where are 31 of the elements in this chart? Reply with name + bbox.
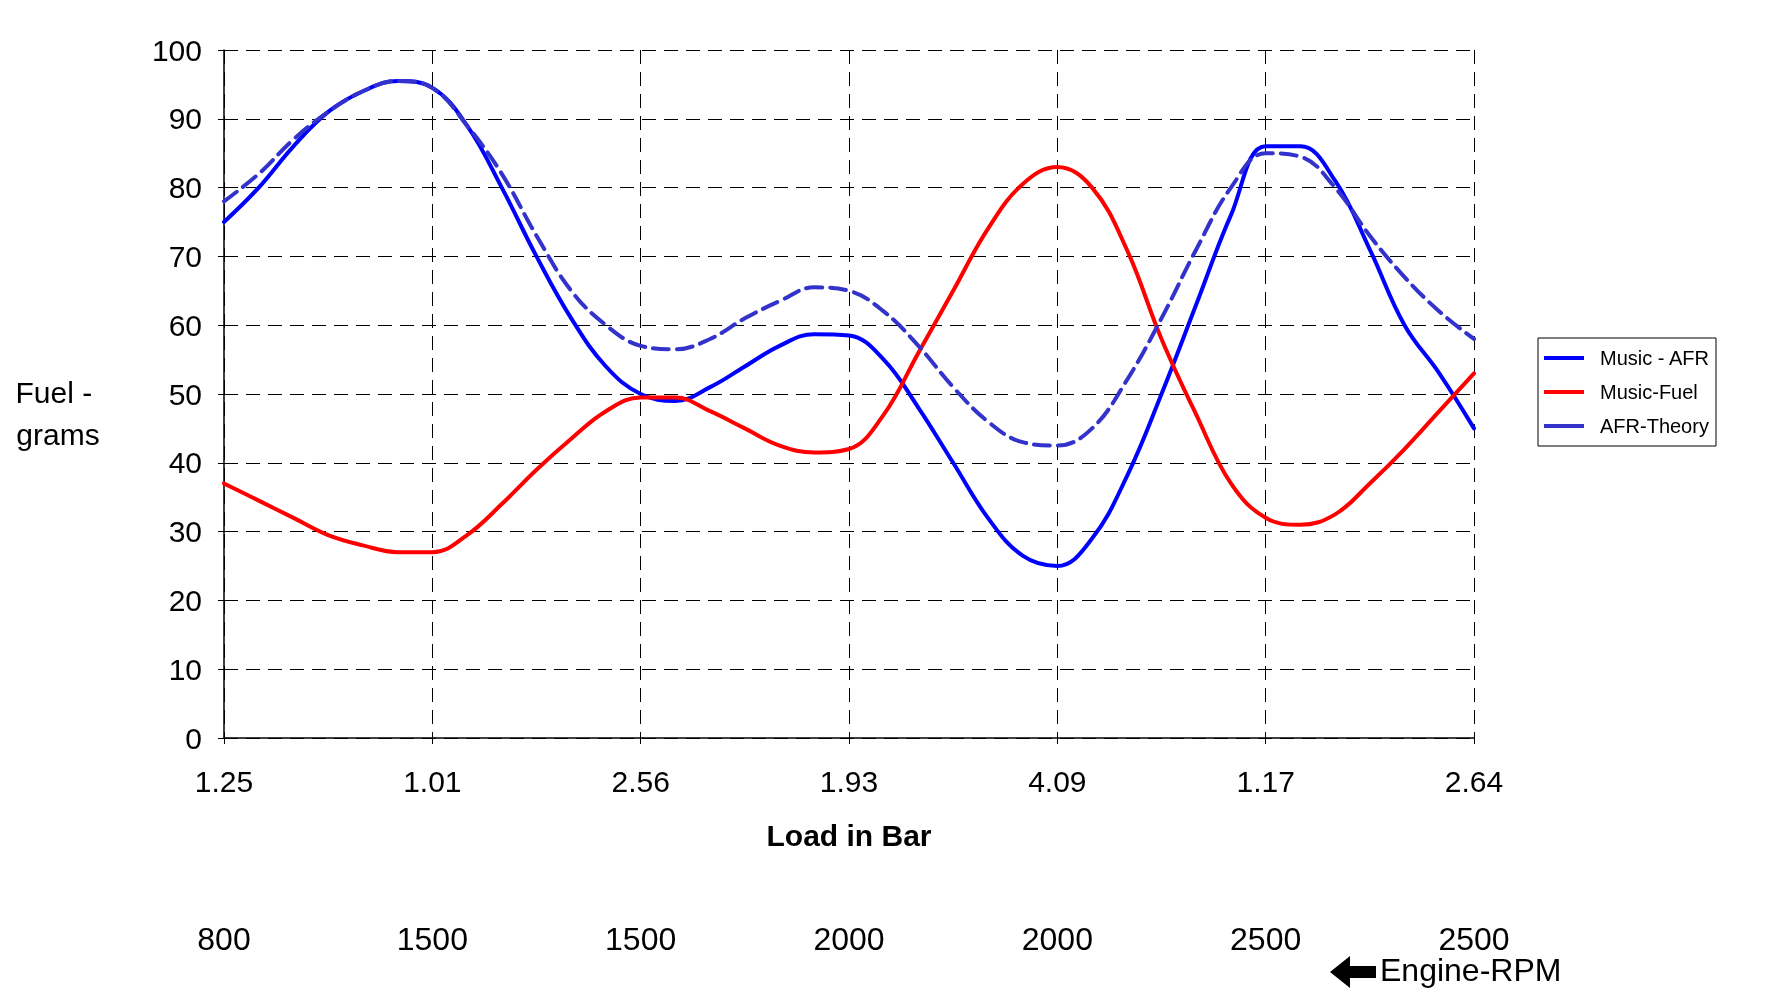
legend-label: Music-Fuel: [1600, 381, 1698, 403]
y-tick-label: 40: [168, 446, 202, 480]
text: 2000: [1021, 921, 1093, 957]
x-tick-label: 1.93: [819, 764, 879, 798]
line-series: [222, 164, 1476, 555]
text: 2500: [1230, 921, 1302, 957]
text: 1500: [396, 921, 468, 957]
y-tick-label: 10: [168, 652, 202, 686]
x-tick-label: 4.09: [1028, 764, 1087, 798]
legend-label: Music - AFR: [1600, 347, 1709, 369]
y-tick-label: 80: [168, 171, 202, 205]
legend-label: AFR-Theory: [1600, 415, 1709, 437]
y-tick-label: 50: [168, 377, 202, 411]
y-tick-label: 60: [168, 308, 202, 342]
x-axis-title: Load in Bar: [766, 818, 932, 852]
text: 1500: [605, 921, 677, 957]
x-tick-label: 2.64: [1444, 764, 1504, 798]
x-tick-label: 1.17: [1236, 764, 1295, 798]
y-tick-label: 0: [185, 721, 202, 755]
y-tick-label: 20: [168, 583, 202, 617]
y-tick-label: 90: [168, 102, 202, 136]
x-tick-label: 2.56: [611, 764, 670, 798]
line-series: [222, 78, 1476, 448]
x-tick-label: 1.01: [403, 764, 462, 798]
y-tick-label: 100: [151, 33, 202, 67]
y-axis-title: Fuel - grams: [15, 375, 101, 451]
x-tick-label: 1.25: [194, 764, 254, 798]
text: 2000: [813, 921, 885, 957]
y-tick-label: 70: [168, 239, 202, 273]
text: 800: [197, 921, 251, 957]
y-tick-label: 30: [168, 515, 202, 549]
